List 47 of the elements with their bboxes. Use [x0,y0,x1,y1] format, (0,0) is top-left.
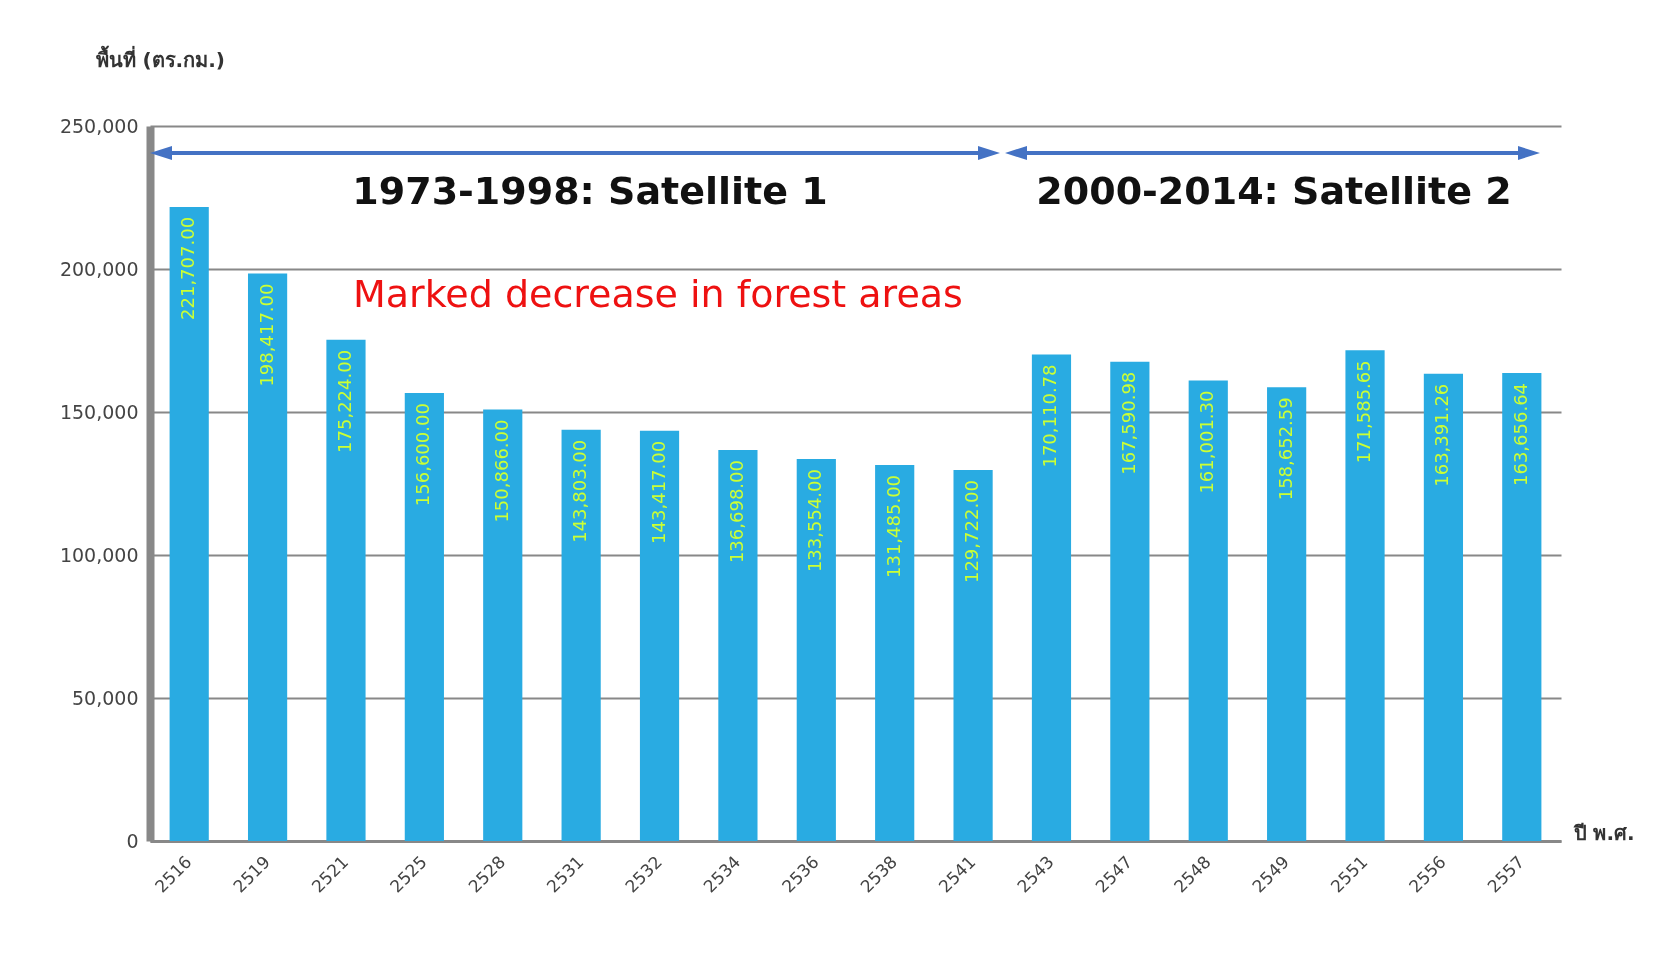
data-label: 171,585.65 [1353,360,1375,464]
y-tick-label: 100,000 [59,543,139,566]
bar [796,459,836,841]
bar [404,393,444,841]
bar [1188,380,1228,841]
bar [1502,372,1542,841]
x-axis-title: ปี พ.ศ. [1572,820,1635,845]
data-label: 170,110.78 [1039,364,1061,468]
bar [875,464,915,841]
data-label: 133,554.00 [804,469,826,573]
bar [1110,361,1150,841]
bar [1267,387,1307,841]
data-label: 163,391.26 [1431,383,1453,487]
data-label: 143,803.00 [569,439,591,543]
bar [247,273,288,841]
data-label: 143,417.00 [647,440,669,544]
bar [718,450,758,841]
data-label: 136,698.00 [725,460,747,564]
data-label: 221,707.00 [177,216,199,320]
data-label: 158,652.59 [1274,397,1296,501]
data-label: 198,417.00 [255,283,277,387]
data-label: 167,590.98 [1117,371,1139,475]
y-tick-label: 0 [126,829,139,852]
bar [1423,373,1464,841]
annotation: 2000-2014: Satellite 2 [1036,169,1512,213]
annotation: 1973-1998: Satellite 1 [352,169,828,213]
data-label: 175,224.00 [333,349,355,453]
bar [326,339,366,841]
bar [169,206,209,841]
y-tick-label: 150,000 [59,400,139,423]
bar [1031,354,1072,841]
y-tick-label: 50,000 [72,686,139,709]
bar [1345,350,1385,841]
data-label: 161,001.30 [1196,390,1218,494]
bar [639,430,680,841]
y-axis-title: พื้นที่ (ตร.กม.) [95,44,225,72]
data-label: 131,485.00 [882,474,904,579]
annotation: Marked decrease in forest areas [353,272,963,316]
y-tick-label: 200,000 [59,257,139,280]
data-label: 129,722.00 [961,480,983,584]
data-label: 163,656.64 [1509,382,1531,486]
data-label: 150,866.00 [490,419,512,523]
bar [561,429,601,841]
bar [483,409,523,841]
y-tick-label: 250,000 [59,114,139,137]
bar [953,470,993,841]
data-label: 156,600.00 [412,403,434,507]
